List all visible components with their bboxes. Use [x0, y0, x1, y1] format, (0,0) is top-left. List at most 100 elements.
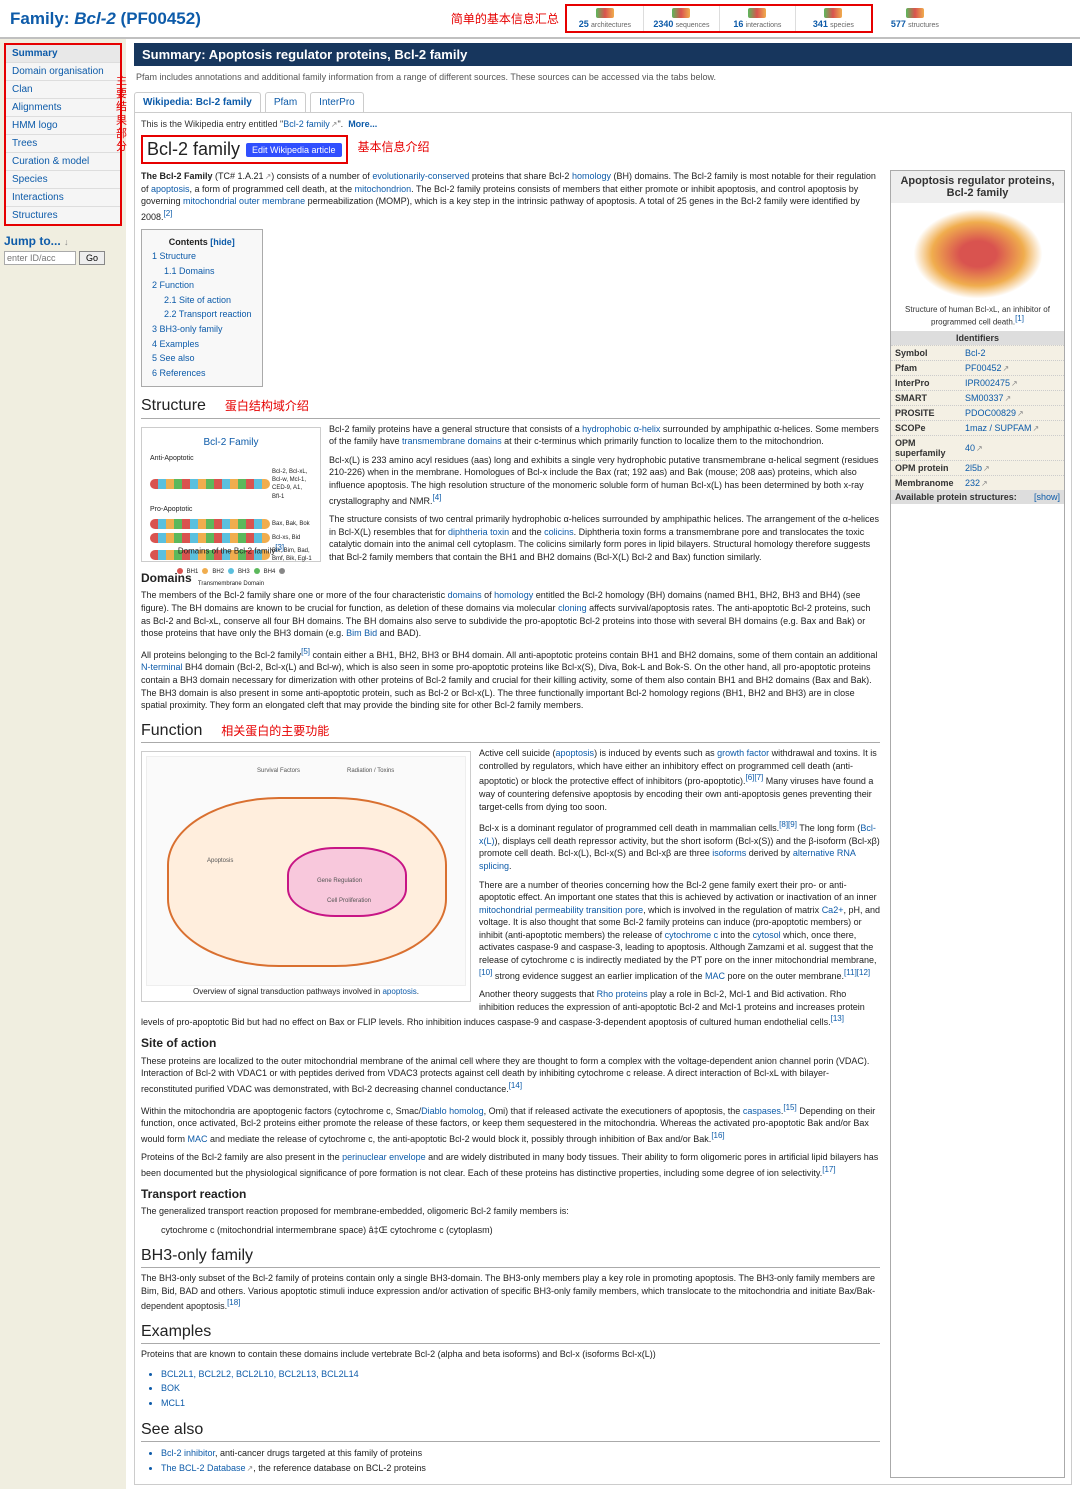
tab-body: This is the Wikipedia entry entitled "Bc… — [134, 112, 1072, 1485]
link-domains[interactable]: domains — [448, 590, 482, 600]
toc-subitem[interactable]: 2.2 Transport reaction — [152, 307, 252, 322]
nav-species[interactable]: Species — [6, 170, 120, 188]
annotation-structure: 蛋白结构域介绍 — [225, 399, 309, 413]
stat-cell[interactable]: 2340 sequences — [643, 6, 719, 31]
toc-item[interactable]: 1 Structure — [152, 249, 252, 264]
link-rho[interactable]: Rho proteins — [597, 989, 648, 999]
nav-hmm-logo[interactable]: HMM logo — [6, 116, 120, 134]
link-diphtheria[interactable]: diphtheria toxin — [448, 527, 509, 537]
link-diablo[interactable]: Diablo homolog — [421, 1106, 484, 1116]
toc-item[interactable]: 5 See also — [152, 351, 252, 366]
link-cytc[interactable]: cytochrome c — [665, 930, 719, 940]
infobox: Apoptosis regulator proteins, Bcl-2 fami… — [890, 170, 1065, 1478]
nav-trees[interactable]: Trees — [6, 134, 120, 152]
link-gf[interactable]: growth factor — [717, 748, 769, 758]
link-perinuclear[interactable]: perinuclear envelope — [342, 1152, 426, 1162]
infobox-link[interactable]: 232 — [965, 478, 988, 488]
infobox-link[interactable]: 40 — [965, 443, 983, 453]
link-mito[interactable]: mitochondrion — [355, 184, 412, 194]
link-apoptosis[interactable]: apoptosis — [151, 184, 190, 194]
nav-clan[interactable]: Clan — [6, 80, 120, 98]
nav-interactions[interactable]: Interactions — [6, 188, 120, 206]
link-caspases[interactable]: caspases — [743, 1106, 781, 1116]
infobox-structure-image[interactable] — [913, 209, 1043, 299]
link-apoptosis2[interactable]: apoptosis — [382, 987, 416, 996]
link-homology2[interactable]: homology — [494, 590, 533, 600]
infobox-link[interactable]: IPR002475 — [965, 378, 1018, 388]
toc-subitem[interactable]: 1.1 Domains — [152, 264, 252, 279]
tab-2[interactable]: InterPro — [310, 92, 364, 112]
link-nterm[interactable]: N-terminal — [141, 662, 183, 672]
infobox-link[interactable]: PDOC00829 — [965, 408, 1024, 418]
more-link[interactable]: More... — [348, 119, 377, 129]
link-bid[interactable]: Bid — [364, 628, 377, 638]
see-also-item: The BCL-2 Database, the reference databa… — [161, 1461, 880, 1476]
jump-go-button[interactable]: Go — [79, 251, 105, 265]
infobox-row: PROSITEPDOC00829 — [891, 405, 1064, 420]
infobox-show-link[interactable]: [show] — [1034, 492, 1060, 502]
link-homology[interactable]: homology — [572, 171, 611, 181]
link-mac[interactable]: MAC — [705, 971, 725, 981]
example-item[interactable]: BOK — [161, 1381, 880, 1396]
link-mac2[interactable]: MAC — [188, 1134, 208, 1144]
tab-1[interactable]: Pfam — [265, 92, 306, 112]
infobox-caption: Structure of human Bcl-xL, an inhibitor … — [891, 305, 1064, 331]
wiki-entry-link[interactable]: Bcl-2 family — [283, 119, 337, 129]
nav-box: SummaryDomain organisationClanAlignments… — [4, 43, 122, 226]
stat-cell[interactable]: 25 architectures — [567, 6, 643, 31]
toc-item[interactable]: 4 Examples — [152, 337, 252, 352]
infobox-row: SCOPe1maz / SUPFAM — [891, 420, 1064, 435]
link-colicins[interactable]: colicins — [544, 527, 574, 537]
example-item[interactable]: BCL2L1, BCL2L2, BCL2L10, BCL2L13, BCL2L1… — [161, 1367, 880, 1382]
stat-icon — [748, 8, 766, 18]
stat-icon — [596, 8, 614, 18]
nav-domain-organisation[interactable]: Domain organisation — [6, 62, 120, 80]
toc-item[interactable]: 2 Function — [152, 278, 252, 293]
see-also-item: Bcl-2 inhibitor, anti-cancer drugs targe… — [161, 1446, 880, 1461]
nav-structures[interactable]: Structures — [6, 206, 120, 224]
infobox-row: OPM superfamily40 — [891, 435, 1064, 460]
stat-icon — [824, 8, 842, 18]
figure-bcl2-domains[interactable]: Bcl-2 Family Anti-Apoptotic Bcl-2, Bcl-x… — [141, 427, 321, 562]
infobox-link[interactable]: PF00452 — [965, 363, 1009, 373]
toc-item[interactable]: 3 BH3-only family — [152, 322, 252, 337]
infobox-link[interactable]: Bcl-2 — [965, 348, 986, 358]
tab-0[interactable]: Wikipedia: Bcl-2 family — [134, 92, 261, 112]
toc-hide[interactable]: [hide] — [210, 237, 235, 247]
link-hydrophobic[interactable]: hydrophobic — [582, 424, 631, 434]
link-bcl2db[interactable]: The BCL-2 Database — [161, 1463, 253, 1473]
link-bim[interactable]: Bim — [346, 628, 362, 638]
stat-structures[interactable]: 577 structures — [877, 6, 953, 31]
jump-to-heading: Jump to... ↓ — [4, 234, 122, 248]
link-mom[interactable]: mitochondrial outer membrane — [183, 196, 305, 206]
link-evo[interactable]: evolutionarily-conserved — [372, 171, 469, 181]
link-ca[interactable]: Ca2+ — [822, 905, 844, 915]
family-title: Family: Bcl-2 (PF00452) — [10, 9, 201, 29]
link-inhibitor[interactable]: Bcl-2 inhibitor — [161, 1448, 215, 1458]
toc-item[interactable]: 6 References — [152, 366, 252, 381]
figure-pathway[interactable]: Gene Regulation Cell Proliferation Apopt… — [141, 751, 471, 1002]
toc-subitem[interactable]: 2.1 Site of action — [152, 293, 252, 308]
nav-curation-model[interactable]: Curation & model — [6, 152, 120, 170]
stat-cell[interactable]: 341 species — [795, 6, 871, 31]
link-isoforms[interactable]: isoforms — [712, 848, 746, 858]
link-cytosol[interactable]: cytosol — [753, 930, 781, 940]
example-item[interactable]: MCL1 — [161, 1396, 880, 1411]
table-of-contents: Contents [hide] 1 Structure1.1 Domains2 … — [141, 229, 263, 387]
stat-cell[interactable]: 16 interactions — [719, 6, 795, 31]
nav-alignments[interactable]: Alignments — [6, 98, 120, 116]
link-cloning[interactable]: cloning — [558, 603, 587, 613]
infobox-title: Apoptosis regulator proteins, Bcl-2 fami… — [891, 171, 1064, 203]
infobox-link[interactable]: 1maz / SUPFAM — [965, 423, 1039, 433]
infobox-link[interactable]: SM00337 — [965, 393, 1011, 403]
link-apop3[interactable]: apoptosis — [556, 748, 595, 758]
infobox-link[interactable]: 2l5b — [965, 463, 990, 473]
link-helix[interactable]: α-helix — [634, 424, 661, 434]
page-header: Family: Bcl-2 (PF00452) 简单的基本信息汇总 25 arc… — [0, 0, 1080, 39]
link-mptp[interactable]: mitochondrial permeability transition po… — [479, 905, 643, 915]
edit-wikipedia-button[interactable]: Edit Wikipedia article — [246, 143, 342, 157]
nav-summary[interactable]: Summary — [6, 45, 120, 62]
infobox-row: PfamPF00452 — [891, 360, 1064, 375]
link-tm[interactable]: transmembrane domains — [402, 436, 502, 446]
jump-input[interactable] — [4, 251, 76, 265]
